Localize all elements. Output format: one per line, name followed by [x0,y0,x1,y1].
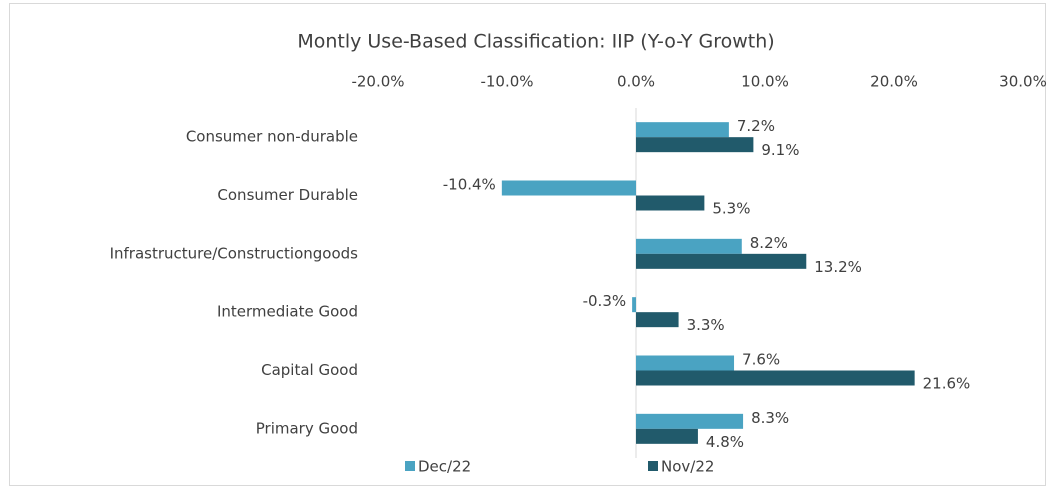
data-label: 8.3% [751,409,789,427]
bar [636,428,698,444]
data-label: 8.2% [750,234,788,252]
legend-swatch [648,461,658,471]
bar [501,180,636,196]
bar [636,355,735,371]
data-label: 13.2% [814,258,862,276]
x-tick-label: -10.0% [480,73,533,91]
bar [632,297,636,313]
category-label: Consumer non-durable [186,128,358,146]
legend-swatch [405,461,415,471]
data-label: 7.6% [742,351,780,369]
bar [636,122,729,138]
category-label: Capital Good [261,361,358,379]
data-label: 4.8% [706,433,744,451]
data-label: 9.1% [761,141,799,159]
category-label: Primary Good [256,419,358,437]
x-tick-label: 20.0% [870,73,918,91]
legend-label: Dec/22 [418,458,471,476]
data-label: -10.4% [443,176,496,194]
x-tick-label: 0.0% [617,73,655,91]
data-label: 21.6% [923,375,971,393]
category-label: Infrastructure/Constructiongoods [110,244,359,262]
bar [636,253,807,269]
x-tick-label: -20.0% [351,73,404,91]
data-label: 7.2% [737,117,775,135]
bar [636,312,679,328]
data-label: 5.3% [712,200,750,218]
bar [636,413,744,429]
category-label: Intermediate Good [217,303,358,321]
data-label: 3.3% [687,316,725,334]
legend-label: Nov/22 [661,458,714,476]
bar [636,370,915,386]
category-label: Consumer Durable [217,186,358,204]
bar [636,195,705,211]
chart-frame [9,3,1046,486]
data-label: -0.3% [583,292,627,310]
chart-title: Montly Use-Based Classification: IIP (Y-… [297,31,774,53]
x-tick-label: 30.0% [999,73,1047,91]
bar [636,238,742,254]
x-tick-label: 10.0% [741,73,789,91]
bar [636,137,754,153]
